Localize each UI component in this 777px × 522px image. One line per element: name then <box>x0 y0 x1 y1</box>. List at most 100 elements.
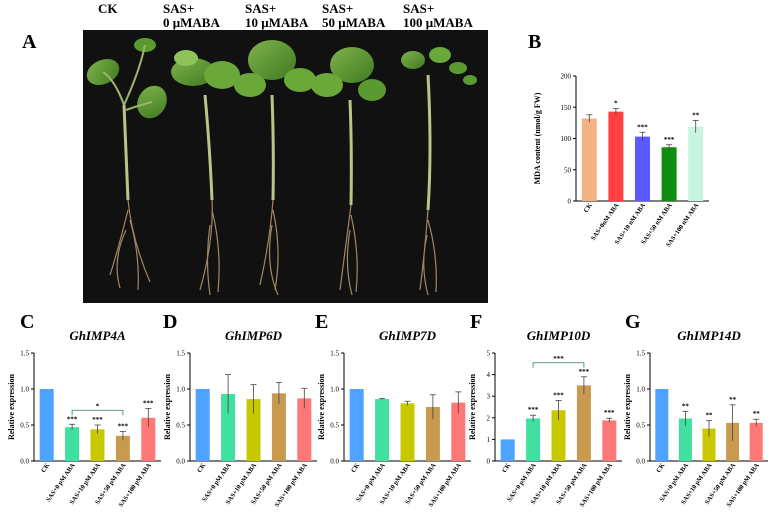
chart-panel-b: B MDA content (nmol/g FW) 0 50 100 150 200 CK * S… <box>528 31 709 249</box>
seedling-sas0 <box>171 50 240 296</box>
y-axis-label: Relative expression <box>468 374 477 440</box>
y-tick-label: 0.0 <box>330 458 339 466</box>
y-tick-label: 0.0 <box>176 458 185 466</box>
panel-letter-c: C <box>20 311 34 333</box>
bar-0 <box>39 389 54 461</box>
y-tick-label: 1.5 <box>636 350 645 358</box>
significance-label: ** <box>753 410 761 418</box>
bar-3 <box>271 393 286 461</box>
chart-title: GhIMP7D <box>379 328 437 343</box>
significance-label: *** <box>579 368 590 376</box>
seedling-sas50 <box>311 47 386 296</box>
photo-label-sas50: SAS+ 50 μMABA <box>322 1 386 30</box>
bar-3 <box>115 435 130 461</box>
chart-title: GhIMP14D <box>677 328 741 343</box>
significance-label: *** <box>553 392 564 400</box>
bar-2 <box>702 428 716 461</box>
y-tick-label: 4 <box>487 371 491 379</box>
bracket-label: *** <box>553 355 564 363</box>
y-tick-label: 200 <box>561 73 572 81</box>
comparison-bracket <box>532 362 585 368</box>
y-tick-label: 1.0 <box>20 386 29 394</box>
panel-letter-f: F <box>470 311 482 333</box>
bracket-label: * <box>96 402 100 410</box>
significance-label: *** <box>664 136 675 144</box>
bar-4 <box>141 417 156 461</box>
panel-letter-d: D <box>163 311 177 333</box>
seedling-sas10 <box>234 40 316 296</box>
panel-letter-g: G <box>625 311 641 333</box>
y-tick-label: 0.5 <box>636 422 645 430</box>
chart-panel-d: D GhIMP6D Relative expression 0.0 0.5 1.0 1.5 C… <box>163 311 317 509</box>
bar-1 <box>65 427 80 461</box>
y-tick-label: 1 <box>487 436 491 444</box>
photo-label-sas100: SAS+ 100 μMABA <box>403 1 473 30</box>
bar-2 <box>635 136 650 201</box>
y-tick-label: 1.5 <box>20 350 29 358</box>
significance-label: *** <box>604 409 615 417</box>
significance-label: *** <box>92 416 103 424</box>
y-tick-label: 5 <box>487 350 491 358</box>
y-tick-label: 100 <box>561 135 572 143</box>
y-tick-label: 3 <box>487 393 491 401</box>
bar-0 <box>195 389 210 461</box>
significance-label: * <box>614 100 618 108</box>
panel-letter-a: A <box>22 31 37 53</box>
category-label: SAS+0nM ABA <box>590 202 621 242</box>
y-tick-label: 1.5 <box>330 350 339 358</box>
y-axis-label: Relative expression <box>163 374 172 440</box>
photo-label-sas0: SAS+ 0 μMABA <box>163 1 220 30</box>
comparison-bracket <box>71 409 124 416</box>
category-label: CK <box>350 462 361 474</box>
y-tick-label: 1.0 <box>330 386 339 394</box>
photo-label-sas10: SAS+ 10 μMABA <box>245 1 309 30</box>
bar-0 <box>500 439 515 461</box>
significance-label: *** <box>528 406 539 414</box>
panel-letter-b: B <box>528 31 541 53</box>
significance-label: *** <box>143 399 154 407</box>
panel-letter-e: E <box>315 311 328 333</box>
bar-0 <box>349 389 364 461</box>
bar-2 <box>400 403 415 461</box>
category-label: CK <box>655 462 666 474</box>
photo-labels: CK SAS+ 0 μMABA SAS+ 10 μMABA SAS+ 50 μMABA… <box>98 1 473 30</box>
bar-0 <box>655 389 669 461</box>
bar-3 <box>661 147 677 201</box>
y-tick-label: 50 <box>564 166 572 174</box>
chart-panel-c: C GhIMP4A Relative expression 0.0 0.5 1.0 1.5 C… <box>7 311 161 509</box>
bar-4 <box>749 422 763 461</box>
bar-2 <box>90 429 105 461</box>
bar-2 <box>246 399 261 461</box>
y-tick-label: 1.5 <box>176 350 185 358</box>
y-axis-label: MDA content (nmol/g FW) <box>533 92 542 184</box>
y-tick-label: 0 <box>568 198 572 206</box>
bar-4 <box>688 126 704 201</box>
significance-label: *** <box>637 123 648 131</box>
chart-title: GhIMP4A <box>69 328 126 343</box>
y-tick-label: 150 <box>561 104 572 112</box>
bar-1 <box>221 394 236 461</box>
bar-4 <box>297 398 312 461</box>
bar-1 <box>375 399 390 461</box>
y-tick-label: 1.0 <box>636 386 645 394</box>
chart-title: GhIMP10D <box>527 328 591 343</box>
seedling-photo <box>83 30 488 303</box>
bar-4 <box>602 420 617 461</box>
category-label: CK <box>196 462 207 474</box>
seedling-sas100 <box>401 47 477 296</box>
y-axis-label: Relative expression <box>623 374 632 440</box>
category-label: CK <box>501 462 512 474</box>
bar-3 <box>425 407 440 461</box>
chart-title: GhIMP6D <box>225 328 283 343</box>
y-tick-label: 0.0 <box>636 458 645 466</box>
chart-panel-g: G GhIMP14D Relative expression 0.0 0.5 1.0 1.5… <box>623 311 768 509</box>
significance-label: ** <box>682 402 690 410</box>
significance-label: ** <box>729 396 737 404</box>
significance-label: *** <box>67 415 78 423</box>
category-label: CK <box>583 202 594 214</box>
bar-4 <box>451 402 466 461</box>
significance-label: ** <box>706 412 714 420</box>
bar-1 <box>526 418 541 461</box>
